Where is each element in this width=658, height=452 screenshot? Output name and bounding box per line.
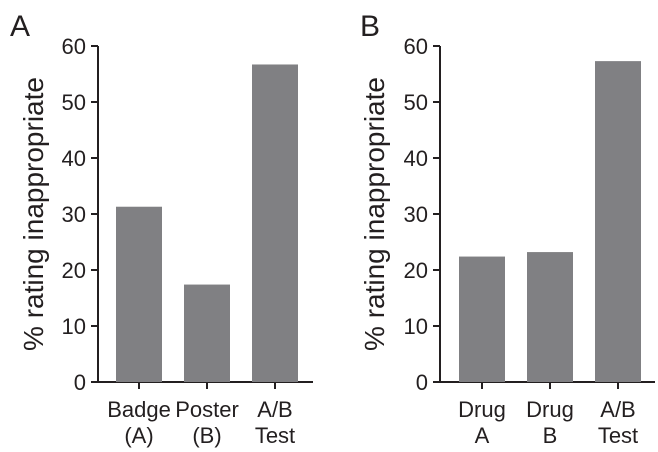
panel-a-y-ticks: 0 10 20 30 40 50 60 [62, 34, 98, 395]
panel-a-y-tick-label: 60 [62, 34, 86, 59]
panel-b-category-label: B [543, 423, 558, 448]
panel-b-category-label: A [475, 423, 490, 448]
panel-b-y-tick-label: 10 [404, 314, 428, 339]
panel-b-category-label: Test [598, 423, 638, 448]
panel-a-y-tick-label: 50 [62, 90, 86, 115]
panel-a-y-axis-label: % rating inappropriate [18, 77, 49, 351]
panel-a-bar-3 [252, 64, 298, 382]
panel-b-y-tick-label: 60 [404, 34, 428, 59]
panel-a-category-label: (B) [192, 423, 221, 448]
panel-b: B % rating inappropriate 0 10 20 30 40 50 60 D… [359, 10, 655, 448]
panel-b-y-tick-label: 40 [404, 146, 428, 171]
panel-a-category-label: A/B [257, 397, 292, 422]
panel-a-category-label: Poster [175, 397, 239, 422]
panel-a-bar-2 [184, 284, 230, 382]
panel-b-category-label: A/B [600, 397, 635, 422]
panel-a-y-tick-label: 0 [74, 370, 86, 395]
panel-a-y-tick-label: 30 [62, 202, 86, 227]
panel-b-letter: B [360, 10, 380, 43]
panel-a-category-label: (A) [124, 423, 153, 448]
panel-b-category-label: Drug [458, 397, 506, 422]
panel-b-bar-3 [595, 61, 641, 383]
panel-a-category-label: Badge [107, 397, 171, 422]
panel-a-category-label: Test [255, 423, 295, 448]
panel-b-y-ticks: 0 10 20 30 40 50 60 [404, 34, 440, 395]
panel-a-y-tick-label: 20 [62, 258, 86, 283]
panel-b-y-tick-label: 20 [404, 258, 428, 283]
panel-b-bar-1 [459, 256, 505, 382]
panel-a-y-tick-label: 40 [62, 146, 86, 171]
panel-a-y-tick-label: 10 [62, 314, 86, 339]
panel-a-bars [116, 64, 298, 382]
panel-a: A % rating inappropriate 0 10 20 30 40 50 60 B… [10, 10, 313, 448]
panel-a-bar-1 [116, 206, 162, 382]
panel-b-bar-2 [527, 252, 573, 382]
panel-b-category-label: Drug [526, 397, 574, 422]
panel-b-y-tick-label: 0 [416, 370, 428, 395]
panel-b-y-tick-label: 30 [404, 202, 428, 227]
panel-b-y-tick-label: 50 [404, 90, 428, 115]
panel-b-bars [459, 61, 641, 383]
panel-b-y-axis-label: % rating inappropriate [359, 77, 390, 351]
panel-a-letter: A [10, 10, 30, 43]
